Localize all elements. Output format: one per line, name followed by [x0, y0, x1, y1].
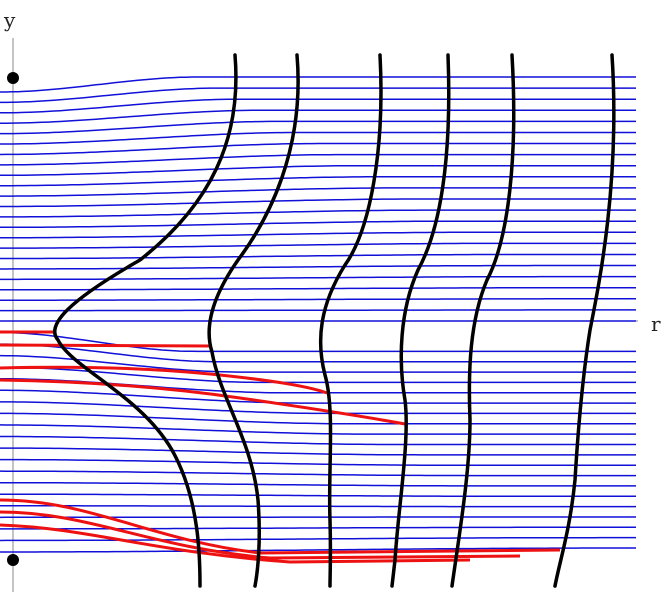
- field-line: [0, 412, 636, 425]
- contour-line: [52, 53, 238, 588]
- field-line: [0, 366, 636, 384]
- field-line: [0, 481, 636, 487]
- field-line: [0, 220, 636, 229]
- field-line: [0, 309, 636, 312]
- field-line: [0, 547, 636, 553]
- field-line: [0, 447, 636, 456]
- y-axis-label: y: [3, 8, 16, 32]
- endpoints: [7, 72, 19, 566]
- field-line: [0, 536, 636, 542]
- field-line: [0, 231, 636, 239]
- field-line: [0, 275, 636, 281]
- field-line: [0, 253, 636, 260]
- field-line: [0, 142, 636, 156]
- field-line: [0, 264, 636, 270]
- field-line: [0, 120, 636, 135]
- field-line: [0, 164, 636, 177]
- field-line: [0, 298, 636, 301]
- contour-line: [390, 53, 451, 588]
- field-line: [0, 505, 636, 508]
- field-line: [0, 286, 636, 291]
- field-line: [0, 109, 636, 124]
- field-line: [0, 209, 636, 218]
- highlight-line: [0, 378, 406, 426]
- contour-line: [318, 53, 383, 588]
- highlight-line: [0, 343, 212, 348]
- field-line: [0, 435, 636, 446]
- endpoint-marker: [7, 72, 19, 84]
- highlight-line: [0, 498, 561, 555]
- highlight-line: [0, 510, 521, 560]
- field-line: [0, 76, 636, 93]
- highlight-line: [0, 365, 328, 395]
- contour-line: [553, 53, 616, 588]
- field-line: [0, 331, 636, 353]
- field-line: [0, 98, 636, 114]
- field-line: [0, 354, 636, 373]
- field-line: [0, 87, 636, 104]
- field-line: [0, 470, 636, 477]
- field-line: [0, 389, 636, 404]
- field-line: [0, 526, 636, 530]
- field-line: [0, 401, 636, 415]
- field-line: [0, 153, 636, 166]
- field-line: [0, 187, 636, 197]
- highlight-line: [0, 523, 471, 564]
- field-lines: [0, 76, 636, 553]
- field-line: [0, 343, 636, 363]
- contour-line: [207, 53, 300, 588]
- field-line: [0, 176, 636, 187]
- field-line: [0, 242, 636, 249]
- field-line: [0, 458, 636, 466]
- endpoint-marker: [7, 554, 19, 566]
- field-line: [0, 198, 636, 208]
- r-axis-label: r: [651, 312, 661, 336]
- field-line: [0, 493, 636, 498]
- contour-lines: [52, 53, 616, 588]
- contour-line: [450, 53, 516, 588]
- field-line: [0, 131, 636, 145]
- field-line: [0, 424, 636, 435]
